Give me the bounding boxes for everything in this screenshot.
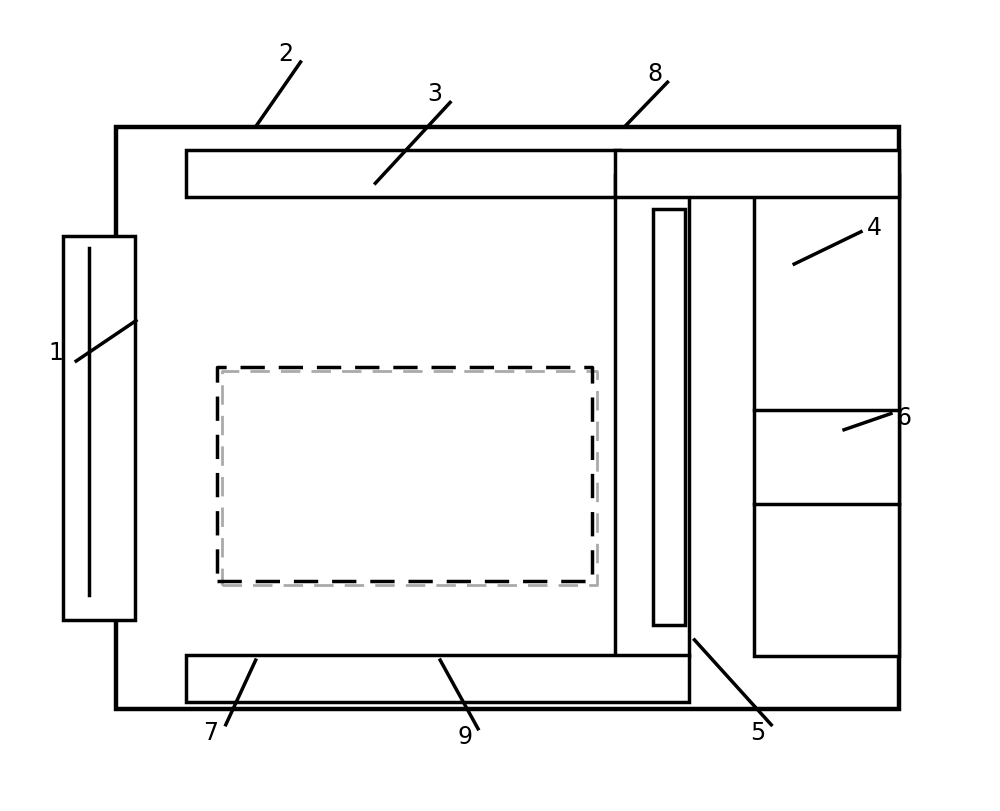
Text: 9: 9 <box>458 725 473 749</box>
Bar <box>63 236 135 620</box>
Bar <box>754 175 899 656</box>
Bar <box>653 209 685 625</box>
Text: 5: 5 <box>750 721 765 744</box>
Text: 6: 6 <box>896 406 911 430</box>
Bar <box>615 150 899 197</box>
Bar <box>186 655 689 702</box>
Text: 3: 3 <box>428 83 443 106</box>
Text: 7: 7 <box>203 721 218 744</box>
Bar <box>615 175 689 656</box>
Text: 4: 4 <box>866 216 881 240</box>
Text: 2: 2 <box>278 42 293 66</box>
Text: 1: 1 <box>49 341 64 365</box>
Text: 8: 8 <box>647 62 662 86</box>
Bar <box>186 150 620 197</box>
Bar <box>116 127 899 709</box>
